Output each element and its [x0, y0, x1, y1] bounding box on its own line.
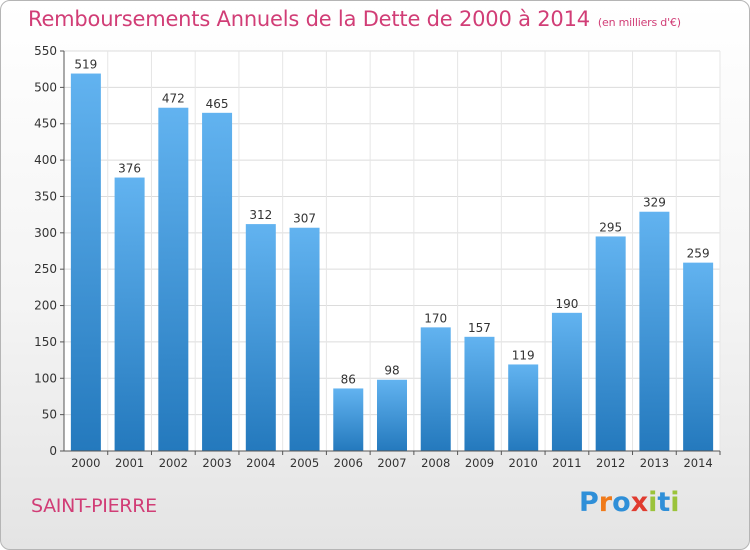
bar-2004	[245, 224, 276, 451]
y-tick-label: 100	[34, 371, 57, 385]
bar-2013	[639, 211, 670, 451]
y-tick-label: 400	[34, 153, 57, 167]
x-tick-label-2011: 2011	[552, 456, 581, 470]
y-tick-label: 200	[34, 299, 57, 313]
x-tick-label-2004: 2004	[246, 456, 275, 470]
x-tick-label-2012: 2012	[596, 456, 625, 470]
data-label-2002: 472	[162, 92, 185, 106]
bar-2000	[70, 73, 101, 451]
data-label-2012: 295	[599, 220, 622, 234]
commune-name: SAINT-PIERRE	[31, 495, 157, 517]
data-label-2011: 190	[555, 297, 578, 311]
y-tick-label: 150	[34, 335, 57, 349]
y-tick-label: 0	[49, 444, 57, 458]
x-tick-label-2000: 2000	[71, 456, 100, 470]
data-label-2007: 98	[384, 364, 399, 378]
data-label-2000: 519	[74, 58, 97, 72]
bar-2012	[595, 236, 626, 451]
bar-2001	[114, 177, 145, 451]
data-label-2013: 329	[643, 196, 666, 210]
x-tick-label-2006: 2006	[334, 456, 363, 470]
data-label-2009: 157	[468, 321, 491, 335]
y-tick-label: 450	[34, 117, 57, 131]
bar-2005	[289, 227, 320, 451]
x-tick-label-2013: 2013	[640, 456, 669, 470]
y-tick-label: 250	[34, 262, 57, 276]
data-label-2001: 376	[118, 162, 141, 176]
data-label-2005: 307	[293, 212, 316, 226]
bar-2008	[420, 327, 451, 451]
chart-title: Remboursements Annuels de la Dette de 20…	[28, 7, 681, 31]
y-tick-label: 50	[42, 408, 57, 422]
x-tick-label-2001: 2001	[115, 456, 144, 470]
proxiti-logo[interactable]: Proxiti	[579, 487, 680, 518]
data-label-2014: 259	[687, 247, 710, 261]
x-tick-label-2002: 2002	[159, 456, 188, 470]
bar-2010	[508, 364, 539, 451]
unit-label: (en milliers d'€)	[597, 16, 681, 29]
y-tick-label: 300	[34, 226, 57, 240]
x-tick-label-2009: 2009	[465, 456, 494, 470]
data-label-2008: 170	[424, 311, 447, 325]
x-tick-label-2007: 2007	[377, 456, 406, 470]
y-tick-label: 550	[34, 44, 57, 58]
data-label-2010: 119	[512, 348, 535, 362]
bar-2014	[683, 262, 714, 451]
bar-2011	[551, 312, 582, 451]
data-label-2004: 312	[249, 208, 272, 222]
y-tick-label: 350	[34, 189, 57, 203]
bar-2006	[333, 388, 364, 451]
x-tick-label-2003: 2003	[202, 456, 231, 470]
bar-2003	[202, 112, 233, 452]
x-tick-label-2005: 2005	[290, 456, 319, 470]
bar-2009	[464, 336, 495, 451]
bar-2007	[377, 379, 407, 451]
data-label-2003: 465	[206, 97, 229, 111]
data-label-2006: 86	[341, 372, 356, 386]
x-tick-label-2014: 2014	[683, 456, 712, 470]
x-tick-label-2008: 2008	[421, 456, 450, 470]
y-tick-label: 500	[34, 80, 57, 94]
x-tick-label-2010: 2010	[509, 456, 538, 470]
bar-2002	[158, 107, 189, 452]
